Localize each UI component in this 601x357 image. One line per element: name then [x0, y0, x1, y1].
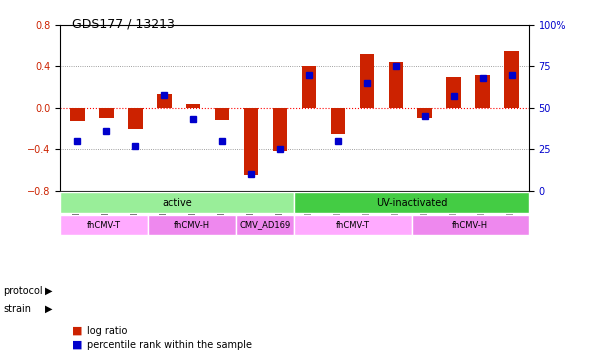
- FancyBboxPatch shape: [294, 216, 412, 235]
- Bar: [504, 51, 519, 108]
- Text: fhCMV-T: fhCMV-T: [336, 221, 370, 230]
- Text: log ratio: log ratio: [87, 326, 127, 336]
- FancyBboxPatch shape: [294, 192, 529, 213]
- Text: ■: ■: [72, 340, 82, 350]
- FancyBboxPatch shape: [60, 192, 294, 213]
- Bar: [186, 104, 201, 108]
- Text: fhCMV-H: fhCMV-H: [452, 221, 489, 230]
- Bar: [157, 94, 171, 108]
- Bar: [99, 108, 114, 118]
- Text: ■: ■: [72, 326, 82, 336]
- FancyBboxPatch shape: [412, 216, 529, 235]
- Bar: [475, 75, 490, 108]
- Bar: [302, 66, 316, 108]
- Bar: [215, 108, 230, 120]
- Bar: [418, 108, 432, 118]
- Text: active: active: [162, 197, 192, 207]
- Text: percentile rank within the sample: percentile rank within the sample: [87, 340, 252, 350]
- Text: UV-inactivated: UV-inactivated: [376, 197, 447, 207]
- Text: ▶: ▶: [45, 286, 52, 296]
- FancyBboxPatch shape: [60, 216, 148, 235]
- Text: CMV_AD169: CMV_AD169: [240, 221, 291, 230]
- Bar: [359, 54, 374, 108]
- Bar: [244, 108, 258, 175]
- Bar: [273, 108, 287, 151]
- Text: fhCMV-H: fhCMV-H: [174, 221, 210, 230]
- Text: ▶: ▶: [45, 304, 52, 314]
- Bar: [331, 108, 345, 134]
- Text: GDS177 / 13213: GDS177 / 13213: [72, 18, 175, 31]
- Bar: [447, 77, 461, 108]
- Text: protocol: protocol: [3, 286, 43, 296]
- Text: fhCMV-T: fhCMV-T: [87, 221, 121, 230]
- Bar: [388, 62, 403, 108]
- Bar: [70, 108, 85, 121]
- Text: strain: strain: [3, 304, 31, 314]
- Bar: [128, 108, 142, 129]
- FancyBboxPatch shape: [148, 216, 236, 235]
- FancyBboxPatch shape: [236, 216, 294, 235]
